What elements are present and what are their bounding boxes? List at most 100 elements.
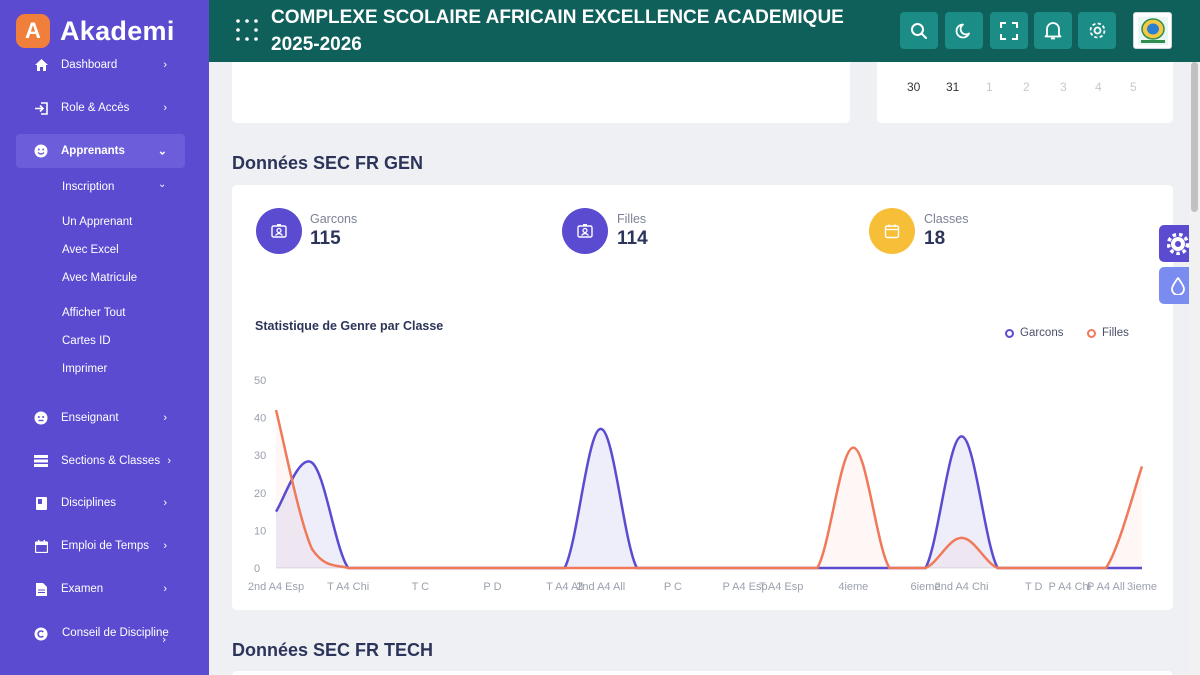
stat-value: 115 xyxy=(310,228,341,249)
x-tick-label: 4ieme xyxy=(838,581,868,593)
garcons-icon-circle xyxy=(256,208,302,254)
sidebar-item-role[interactable]: Role & Accès › xyxy=(16,91,185,125)
chevron-right-icon: › xyxy=(163,540,167,552)
calendar-day[interactable]: 3 xyxy=(1060,80,1067,94)
legend-label: Garcons xyxy=(1020,327,1064,339)
y-tick-label: 40 xyxy=(254,413,266,425)
classes-icon-circle xyxy=(869,208,915,254)
sidebar-item-emploi[interactable]: Emploi de Temps › xyxy=(16,529,185,563)
stats-chart-card xyxy=(232,185,1173,610)
sidebar-item-label: Emploi de Temps xyxy=(61,540,149,552)
y-tick-label: 10 xyxy=(254,525,266,537)
page-scrollbar[interactable] xyxy=(1189,62,1200,675)
app-name: Akademi xyxy=(60,15,175,46)
legend-item-filles[interactable]: Filles xyxy=(1087,327,1129,339)
calendar-card xyxy=(877,62,1173,123)
x-tick-label: 3ieme xyxy=(1127,581,1157,593)
sidebar-item-enseignant[interactable]: Enseignant › xyxy=(16,401,185,435)
sidebar-item-disciplines[interactable]: Disciplines › xyxy=(16,486,185,520)
notifications-button[interactable] xyxy=(1034,12,1072,49)
calendar-day[interactable]: 2 xyxy=(1023,80,1030,94)
calendar-day[interactable]: 4 xyxy=(1095,80,1102,94)
calendar-icon xyxy=(884,224,900,239)
search-icon xyxy=(911,22,927,39)
x-tick-label: T A4 Chi xyxy=(327,581,369,593)
stat-value: 114 xyxy=(617,228,648,249)
chevron-down-icon: ⌄ xyxy=(158,179,167,190)
chevron-right-icon: › xyxy=(162,633,167,646)
top-header: COMPLEXE SCOLAIRE AFRICAIN EXCELLENCE AC… xyxy=(209,0,1200,62)
sidebar-item-label: Role & Accès xyxy=(61,102,130,114)
app-logo[interactable]: A Akademi xyxy=(16,14,175,48)
sidebar-sub-afficher-tout[interactable]: Afficher Tout xyxy=(62,307,126,319)
x-tick-label: P A4 Esp xyxy=(723,581,768,593)
calendar-day[interactable]: 1 xyxy=(986,80,993,94)
y-tick-label: 30 xyxy=(254,450,266,462)
fullscreen-button[interactable] xyxy=(990,12,1028,49)
calendar-day[interactable]: 30 xyxy=(907,80,921,94)
sidebar-item-label: Examen xyxy=(61,583,104,595)
droplet-icon xyxy=(1171,276,1185,295)
sidebar-sub-imprimer[interactable]: Imprimer xyxy=(62,363,108,375)
document-icon xyxy=(34,582,48,596)
list-icon xyxy=(34,454,48,468)
moon-icon xyxy=(955,23,970,38)
sidebar-sub-cartes-id[interactable]: Cartes ID xyxy=(62,335,111,347)
dark-mode-button[interactable] xyxy=(945,12,983,49)
gear-icon xyxy=(1089,22,1105,39)
school-avatar[interactable] xyxy=(1133,12,1172,49)
copyright-icon xyxy=(34,626,48,641)
stat-value: 18 xyxy=(924,228,946,249)
user-card-icon xyxy=(271,224,287,238)
chevron-right-icon: › xyxy=(163,412,167,424)
x-tick-label: T D xyxy=(1025,581,1043,593)
sidebar-item-examen[interactable]: Examen › xyxy=(16,572,185,606)
chevron-right-icon: › xyxy=(163,583,167,595)
sidebar-sub-avec-matricule[interactable]: Avec Matricule xyxy=(62,272,138,284)
top-left-card xyxy=(232,62,850,123)
y-tick-label: 50 xyxy=(254,375,266,387)
x-tick-label: T A4 Esp xyxy=(759,581,803,593)
sidebar-item-dashboard[interactable]: Dashboard › xyxy=(16,48,185,82)
tech-card xyxy=(232,671,1173,675)
user-card-icon xyxy=(577,224,593,238)
bell-icon xyxy=(1044,22,1062,40)
stat-label: Garcons xyxy=(310,212,358,226)
filles-icon-circle xyxy=(562,208,608,254)
grid-dots-icon[interactable] xyxy=(235,18,259,42)
sidebar-sub-avec-excel[interactable]: Avec Excel xyxy=(62,244,119,256)
series-line-filles[interactable] xyxy=(274,409,1144,570)
stat-label: Classes xyxy=(924,212,969,226)
sidebar-sub-inscription[interactable]: Inscription xyxy=(62,181,115,193)
y-tick-label: 0 xyxy=(254,563,260,575)
calendar-day[interactable]: 31 xyxy=(946,80,960,94)
login-icon xyxy=(34,101,48,115)
search-button[interactable] xyxy=(900,12,938,49)
sidebar-item-sections[interactable]: Sections & Classes › xyxy=(16,444,185,478)
scrollbar-thumb[interactable] xyxy=(1191,62,1198,212)
x-tick-label: P D xyxy=(483,581,501,593)
series-area-garcons xyxy=(276,428,1142,568)
x-tick-label: P C xyxy=(664,581,682,593)
legend-marker xyxy=(1005,328,1014,338)
legend-item-garcons[interactable]: Garcons xyxy=(1005,327,1063,339)
sidebar-item-label: Dashboard xyxy=(61,59,118,71)
x-tick-label: P A4 Chi xyxy=(1049,581,1092,593)
x-tick-label: T A4 All xyxy=(546,581,583,593)
chart-title: Statistique de Genre par Classe xyxy=(255,319,444,333)
series-line-garcons[interactable] xyxy=(274,427,1142,570)
school-seal-icon xyxy=(1137,16,1168,45)
chevron-right-icon: › xyxy=(163,59,167,71)
legend-label: Filles xyxy=(1102,327,1129,339)
settings-button[interactable] xyxy=(1078,12,1116,49)
x-tick-label: T C xyxy=(412,581,430,593)
sidebar-item-apprenants[interactable]: Apprenants ⌄ xyxy=(16,134,185,168)
sidebar-sub-un-apprenant[interactable]: Un Apprenant xyxy=(62,216,133,228)
sidebar-item-label: Sections & Classes xyxy=(61,455,161,467)
sidebar-item-label: Conseil de Discipline xyxy=(62,627,169,639)
calendar-day[interactable]: 5 xyxy=(1130,80,1137,94)
home-icon xyxy=(34,58,48,72)
school-title: COMPLEXE SCOLAIRE AFRICAIN EXCELLENCE AC… xyxy=(271,7,844,55)
y-tick-label: 20 xyxy=(254,488,266,500)
